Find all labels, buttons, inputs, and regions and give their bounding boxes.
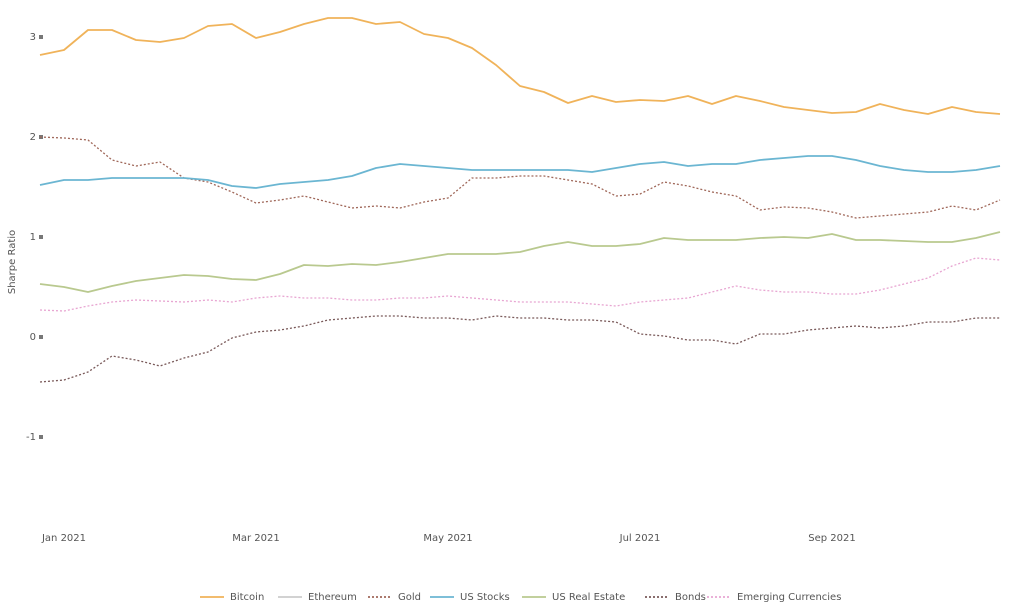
- legend-label[interactable]: Gold: [398, 592, 421, 603]
- series-line: [39, 136, 1001, 219]
- legend-label[interactable]: US Stocks: [460, 592, 510, 603]
- y-tick-mark: [39, 235, 43, 239]
- y-tick-label: 0: [30, 332, 36, 343]
- legend-label[interactable]: Bonds: [675, 592, 706, 603]
- series-line: [39, 231, 1001, 293]
- series-line: [39, 257, 1001, 312]
- x-tick-label: Jan 2021: [41, 533, 86, 544]
- legend-label[interactable]: US Real Estate: [552, 592, 625, 603]
- x-tick-label: Jul 2021: [619, 533, 661, 544]
- series-line: [39, 315, 1000, 383]
- x-tick-label: Mar 2021: [232, 533, 280, 544]
- y-tick-label: 3: [30, 32, 36, 43]
- series-line: [39, 17, 1001, 115]
- legend-label[interactable]: Emerging Currencies: [737, 592, 841, 603]
- legend-label[interactable]: Bitcoin: [230, 592, 264, 603]
- y-tick-label: 1: [30, 232, 36, 243]
- y-tick-mark: [39, 435, 43, 439]
- x-tick-label: Sep 2021: [808, 533, 855, 544]
- y-tick-mark: [39, 35, 43, 39]
- y-tick-mark: [39, 335, 43, 339]
- x-tick-label: May 2021: [423, 533, 472, 544]
- y-axis-label: Sharpe Ratio: [7, 230, 18, 294]
- y-tick-label: 2: [30, 132, 36, 143]
- series-line: [39, 155, 1001, 189]
- legend-label[interactable]: Ethereum: [308, 592, 357, 603]
- y-tick-label: -1: [26, 432, 36, 443]
